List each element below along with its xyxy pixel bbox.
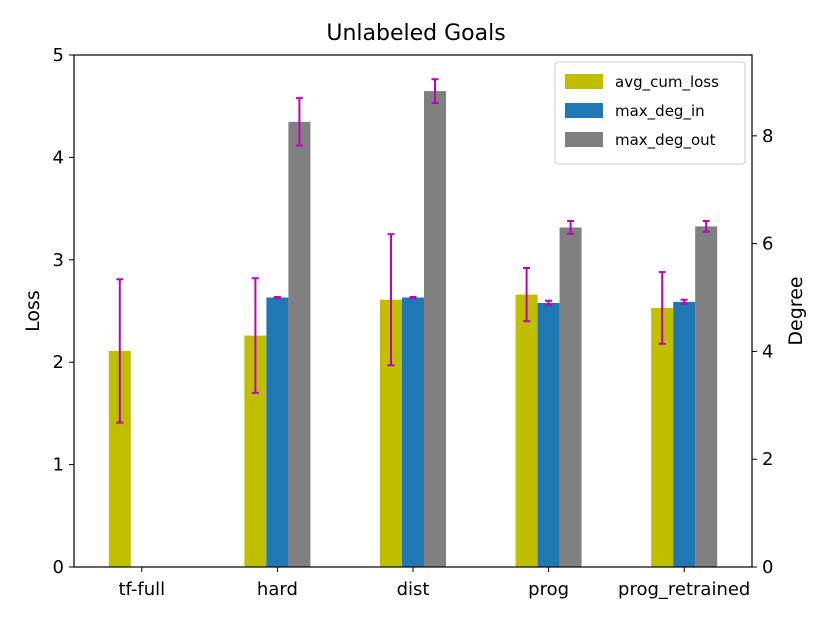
right-axis: 0 2 4 6 8	[752, 126, 773, 578]
y-right-tick-label: 4	[762, 341, 773, 362]
x-tick-label: dist	[397, 579, 430, 600]
y-right-tick-label: 6	[762, 234, 773, 255]
y-left-tick-label: 3	[53, 250, 64, 271]
x-tick-label: tf-full	[118, 579, 165, 600]
legend-swatch-max_deg_out	[565, 132, 603, 147]
x-axis: tf-full hard dist prog prog_retrained	[118, 567, 750, 600]
y-left-tick-label: 4	[53, 147, 64, 168]
left-axis: 0 1 2 3 4 5	[53, 45, 74, 578]
legend-swatch-avg_cum_loss	[565, 74, 603, 89]
legend-label-max_deg_out: max_deg_out	[615, 131, 716, 150]
bar-avg_cum_loss	[651, 307, 674, 567]
x-tick-label: hard	[257, 579, 298, 600]
y-axis-left-label: Loss	[22, 290, 44, 332]
bar-max_deg_in	[673, 301, 696, 567]
legend-swatch-max_deg_in	[565, 103, 603, 118]
x-tick-label: prog	[528, 579, 569, 600]
y-left-tick-label: 2	[53, 352, 64, 373]
y-left-tick-label: 5	[53, 45, 64, 66]
legend: avg_cum_loss max_deg_in max_deg_out	[554, 61, 746, 165]
bars-layer	[108, 91, 718, 568]
bar-max_deg_in	[402, 297, 424, 567]
y-axis-right-label: Degree	[785, 276, 807, 345]
bar-max_deg_out	[695, 226, 718, 568]
bar-avg_cum_loss	[380, 299, 402, 567]
y-right-tick-label: 8	[762, 126, 773, 147]
bar-avg_cum_loss	[244, 335, 267, 567]
bar-max_deg_in	[537, 302, 560, 567]
x-tick-label: prog_retrained	[618, 579, 750, 600]
bar-max_deg_out	[424, 91, 446, 568]
error-bars-layer	[116, 78, 710, 424]
bar-max_deg_out	[288, 121, 311, 568]
bar-max_deg_out	[559, 227, 582, 567]
y-left-tick-label: 1	[53, 455, 64, 476]
y-right-tick-label: 0	[762, 557, 773, 578]
chart-title: Unlabeled Goals	[326, 21, 505, 46]
legend-label-max_deg_in: max_deg_in	[615, 102, 705, 121]
legend-label-avg_cum_loss: avg_cum_loss	[615, 73, 719, 92]
bar-max_deg_in	[266, 297, 289, 567]
bar-avg_cum_loss	[515, 294, 538, 567]
bar-avg_cum_loss	[108, 350, 131, 567]
y-left-tick-label: 0	[53, 557, 64, 578]
y-right-tick-label: 2	[762, 449, 773, 470]
